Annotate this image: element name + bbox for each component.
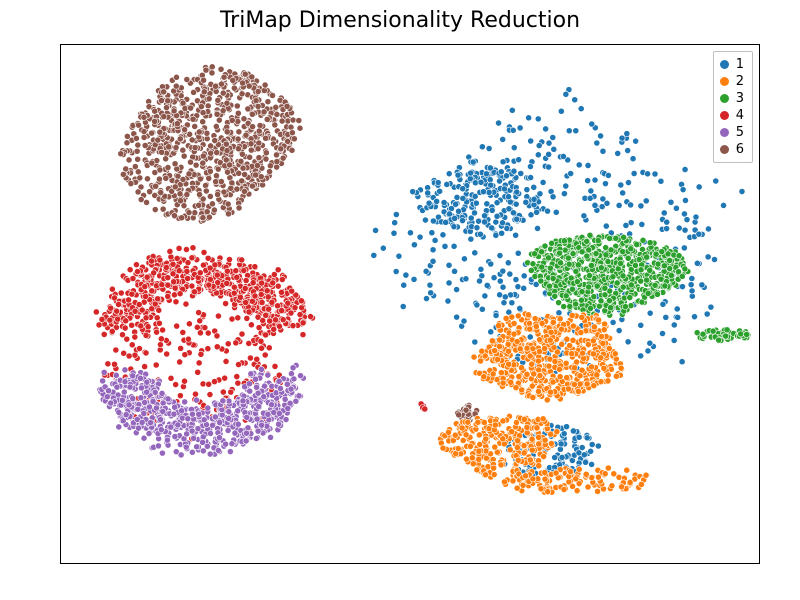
legend: 123456	[713, 51, 753, 163]
legend-label: 4	[736, 107, 744, 124]
legend-label: 5	[736, 124, 744, 141]
legend-marker-icon	[720, 94, 729, 103]
legend-item-1: 1	[720, 56, 744, 73]
series-6	[118, 64, 480, 423]
legend-label: 2	[736, 73, 744, 90]
legend-item-5: 5	[720, 124, 744, 141]
legend-marker-icon	[720, 111, 729, 120]
legend-label: 6	[736, 141, 744, 158]
legend-item-4: 4	[720, 107, 744, 124]
legend-item-2: 2	[720, 73, 744, 90]
scatter-canvas	[61, 45, 759, 563]
legend-label: 1	[736, 56, 744, 73]
legend-marker-icon	[720, 145, 729, 154]
chart-title: TriMap Dimensionality Reduction	[0, 8, 800, 33]
legend-marker-icon	[720, 128, 729, 137]
legend-item-6: 6	[720, 141, 744, 158]
figure: TriMap Dimensionality Reduction 123456	[0, 0, 800, 600]
legend-marker-icon	[720, 77, 729, 86]
legend-item-3: 3	[720, 90, 744, 107]
legend-marker-icon	[720, 60, 729, 69]
chart-axes: 123456	[60, 44, 760, 564]
legend-label: 3	[736, 90, 744, 107]
